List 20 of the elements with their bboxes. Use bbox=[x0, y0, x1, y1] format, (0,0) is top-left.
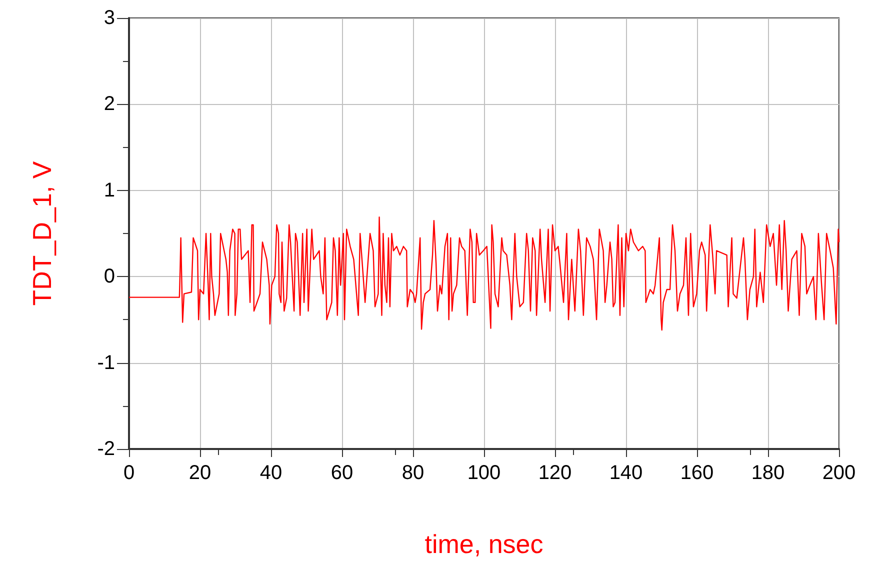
x-tick-label: 180 bbox=[751, 462, 785, 484]
x-tick-label: 140 bbox=[609, 462, 643, 484]
y-tick-label: -2 bbox=[97, 438, 115, 460]
x-tick-label: 0 bbox=[123, 462, 135, 484]
y-tick-label: 2 bbox=[104, 93, 115, 116]
x-tick-label: 80 bbox=[402, 462, 424, 484]
x-tick-label: 160 bbox=[680, 462, 714, 484]
y-tick-label: 3 bbox=[104, 7, 115, 29]
x-tick-label: 120 bbox=[538, 462, 572, 484]
y-tick-label: 1 bbox=[104, 179, 115, 202]
y-tick-label: 0 bbox=[104, 266, 115, 288]
x-tick-label: 200 bbox=[822, 462, 856, 484]
line-series bbox=[128, 216, 840, 331]
x-tick-label: 20 bbox=[188, 462, 212, 484]
x-tick-label: 100 bbox=[467, 462, 501, 484]
x-axis-title: time, nsec bbox=[424, 529, 544, 559]
y-tick-label: -1 bbox=[97, 352, 115, 374]
x-tick-label: 40 bbox=[260, 462, 282, 484]
x-tick-label: 60 bbox=[330, 462, 354, 484]
y-axis-title: TDT_D_1, V bbox=[27, 160, 57, 306]
